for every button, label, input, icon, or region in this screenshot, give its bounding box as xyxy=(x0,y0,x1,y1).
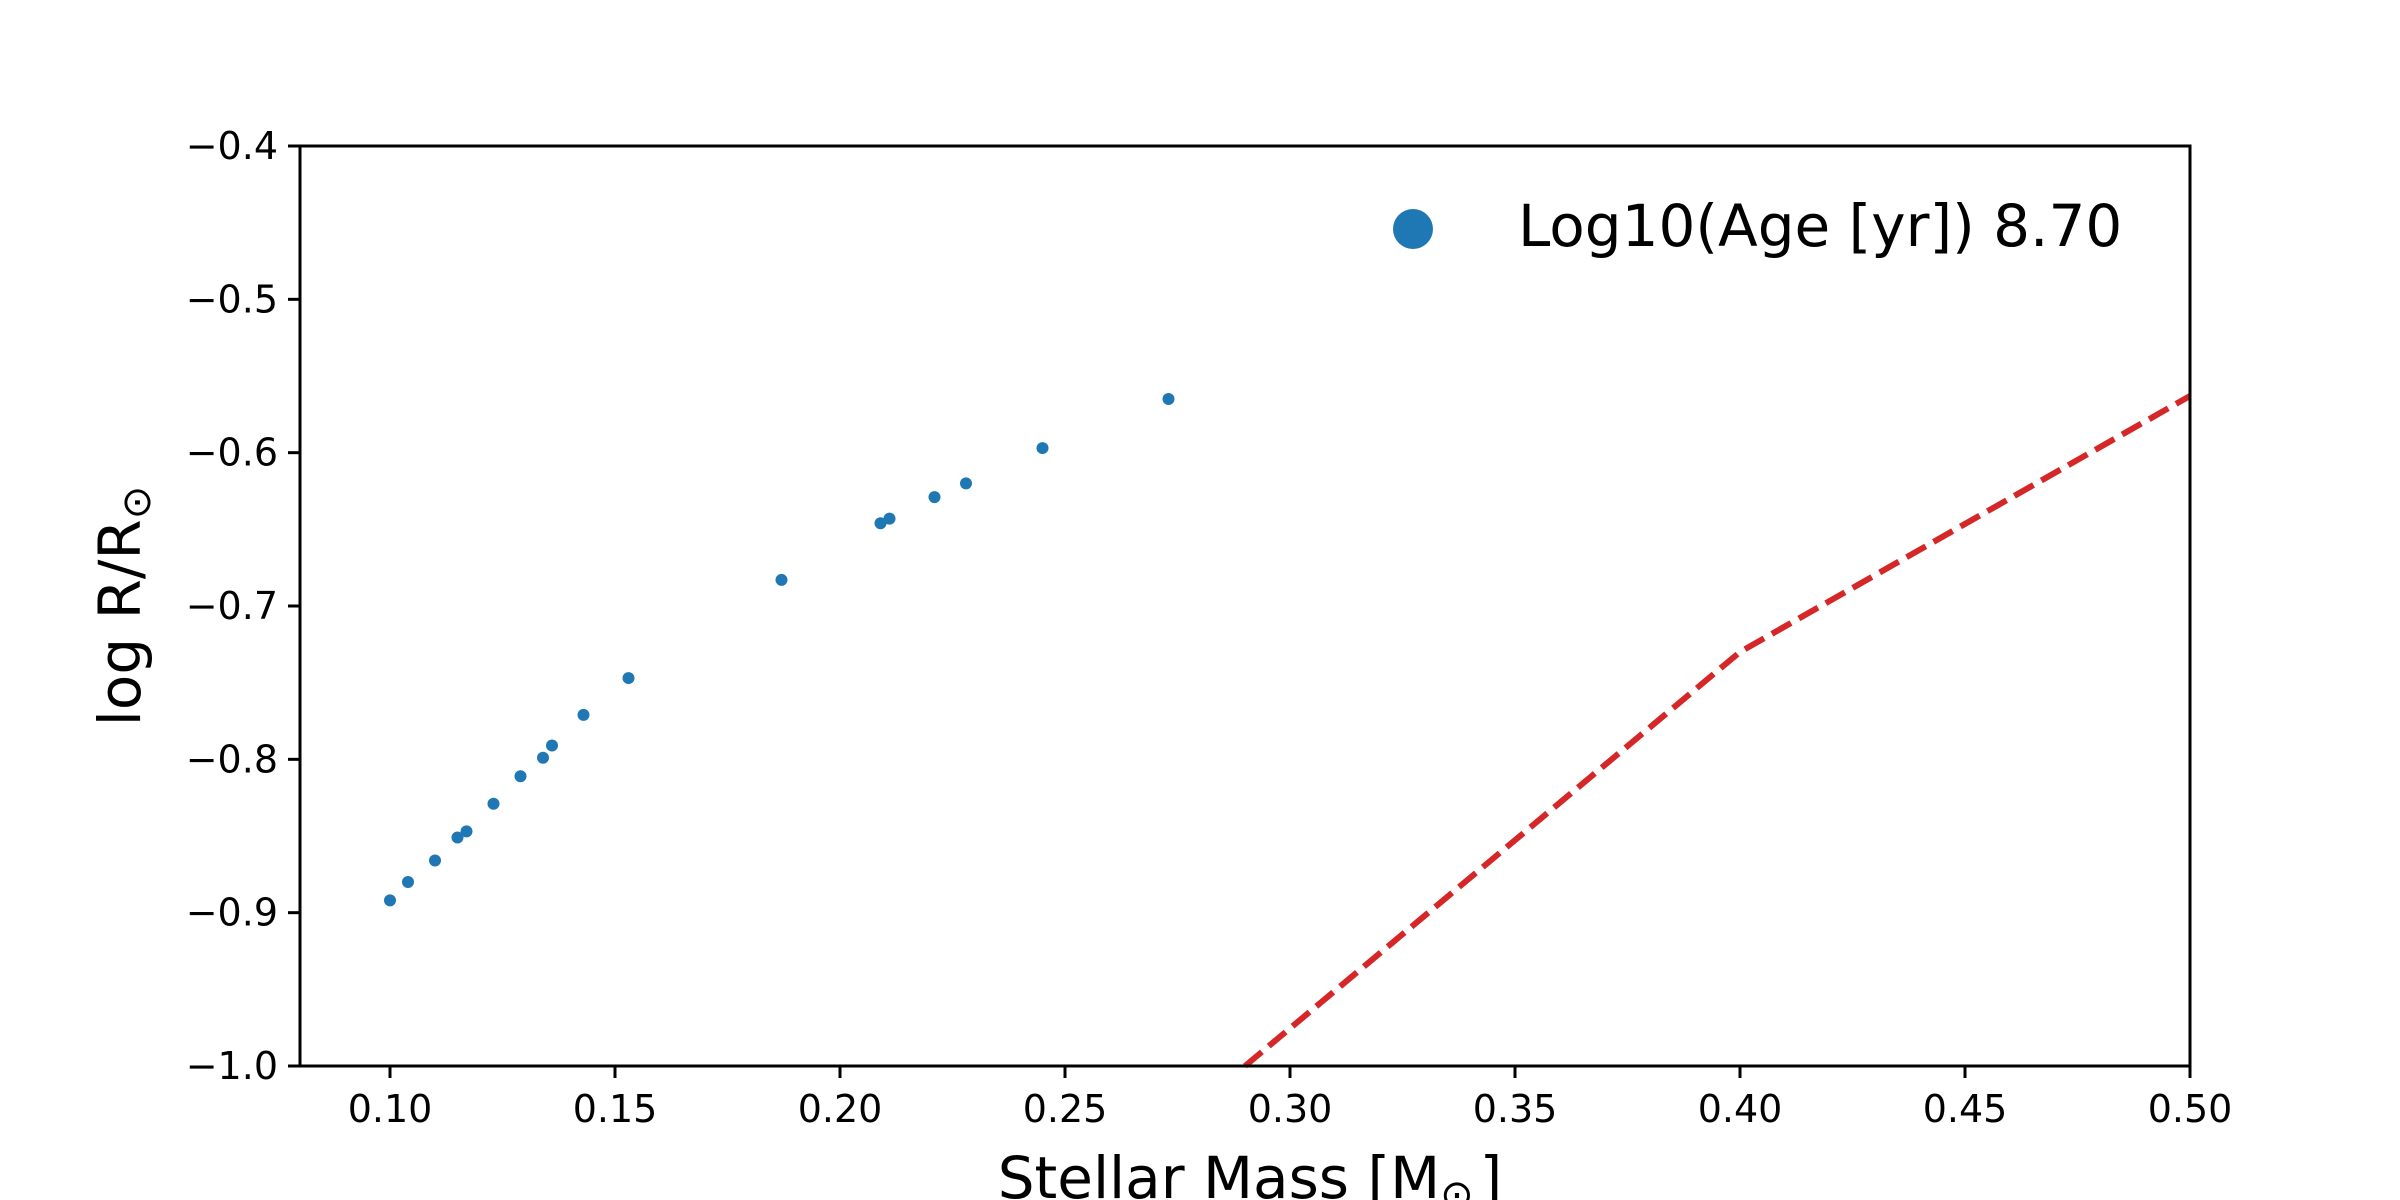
x-tick-label: 0.45 xyxy=(1923,1087,2008,1131)
scatter-point xyxy=(546,739,558,752)
y-tick-label: −0.5 xyxy=(186,277,278,321)
y-tick-label: −0.8 xyxy=(186,737,278,781)
scatter-point xyxy=(960,477,972,490)
legend: Log10(Age [yr]) 8.70 xyxy=(1393,192,2122,260)
scatter-point xyxy=(622,672,635,685)
scatter-point xyxy=(928,491,941,504)
scatter-point xyxy=(429,854,441,867)
scatter-point xyxy=(1162,393,1175,405)
scatter-point xyxy=(874,517,887,530)
scatter-point xyxy=(514,770,527,783)
y-tick-label: −0.6 xyxy=(186,431,278,475)
scatter-point xyxy=(451,831,464,844)
legend-marker xyxy=(1393,209,1433,249)
legend-label: Log10(Age [yr]) 8.70 xyxy=(1518,192,2122,260)
y-axis: −0.4 −0.5 −0.6 −0.7 −0.8 −0.9 −1.0 xyxy=(186,124,300,1088)
scatter-point xyxy=(577,708,590,721)
y-tick-label: −0.4 xyxy=(186,124,278,168)
x-axis-label: Stellar Mass [M⊙] xyxy=(998,1144,1503,1200)
x-tick-label: 0.50 xyxy=(2148,1087,2233,1131)
scatter-point xyxy=(537,751,549,764)
x-tick-label: 0.15 xyxy=(573,1087,658,1131)
scatter-point xyxy=(487,797,500,810)
scatter-point xyxy=(460,825,473,838)
scatter-point xyxy=(1036,442,1049,455)
x-tick-label: 0.40 xyxy=(1698,1087,1783,1131)
y-tick-label: −0.7 xyxy=(186,584,278,628)
y-tick-label: −0.9 xyxy=(186,891,278,935)
plot-area xyxy=(384,393,2192,1069)
x-tick-label: 0.20 xyxy=(798,1087,883,1131)
axes-frame xyxy=(298,144,2192,1068)
x-tick-label: 0.10 xyxy=(348,1087,433,1131)
scatter-point xyxy=(883,512,896,525)
scatter-point xyxy=(402,876,414,888)
scatter-point xyxy=(775,573,788,586)
y-tick-label: −1.0 xyxy=(186,1044,278,1088)
y-axis-label: log R/R⊙ xyxy=(86,486,160,727)
x-tick-label: 0.25 xyxy=(1023,1087,1108,1131)
x-tick-label: 0.35 xyxy=(1473,1087,1558,1131)
x-tick-label: 0.30 xyxy=(1248,1087,1333,1131)
dashed-line xyxy=(1243,393,2192,1069)
scatter-point xyxy=(384,894,396,907)
x-axis: 0.10 0.15 0.20 0.25 0.30 0.35 0.40 0.45 0.50 xyxy=(348,1066,2233,1131)
